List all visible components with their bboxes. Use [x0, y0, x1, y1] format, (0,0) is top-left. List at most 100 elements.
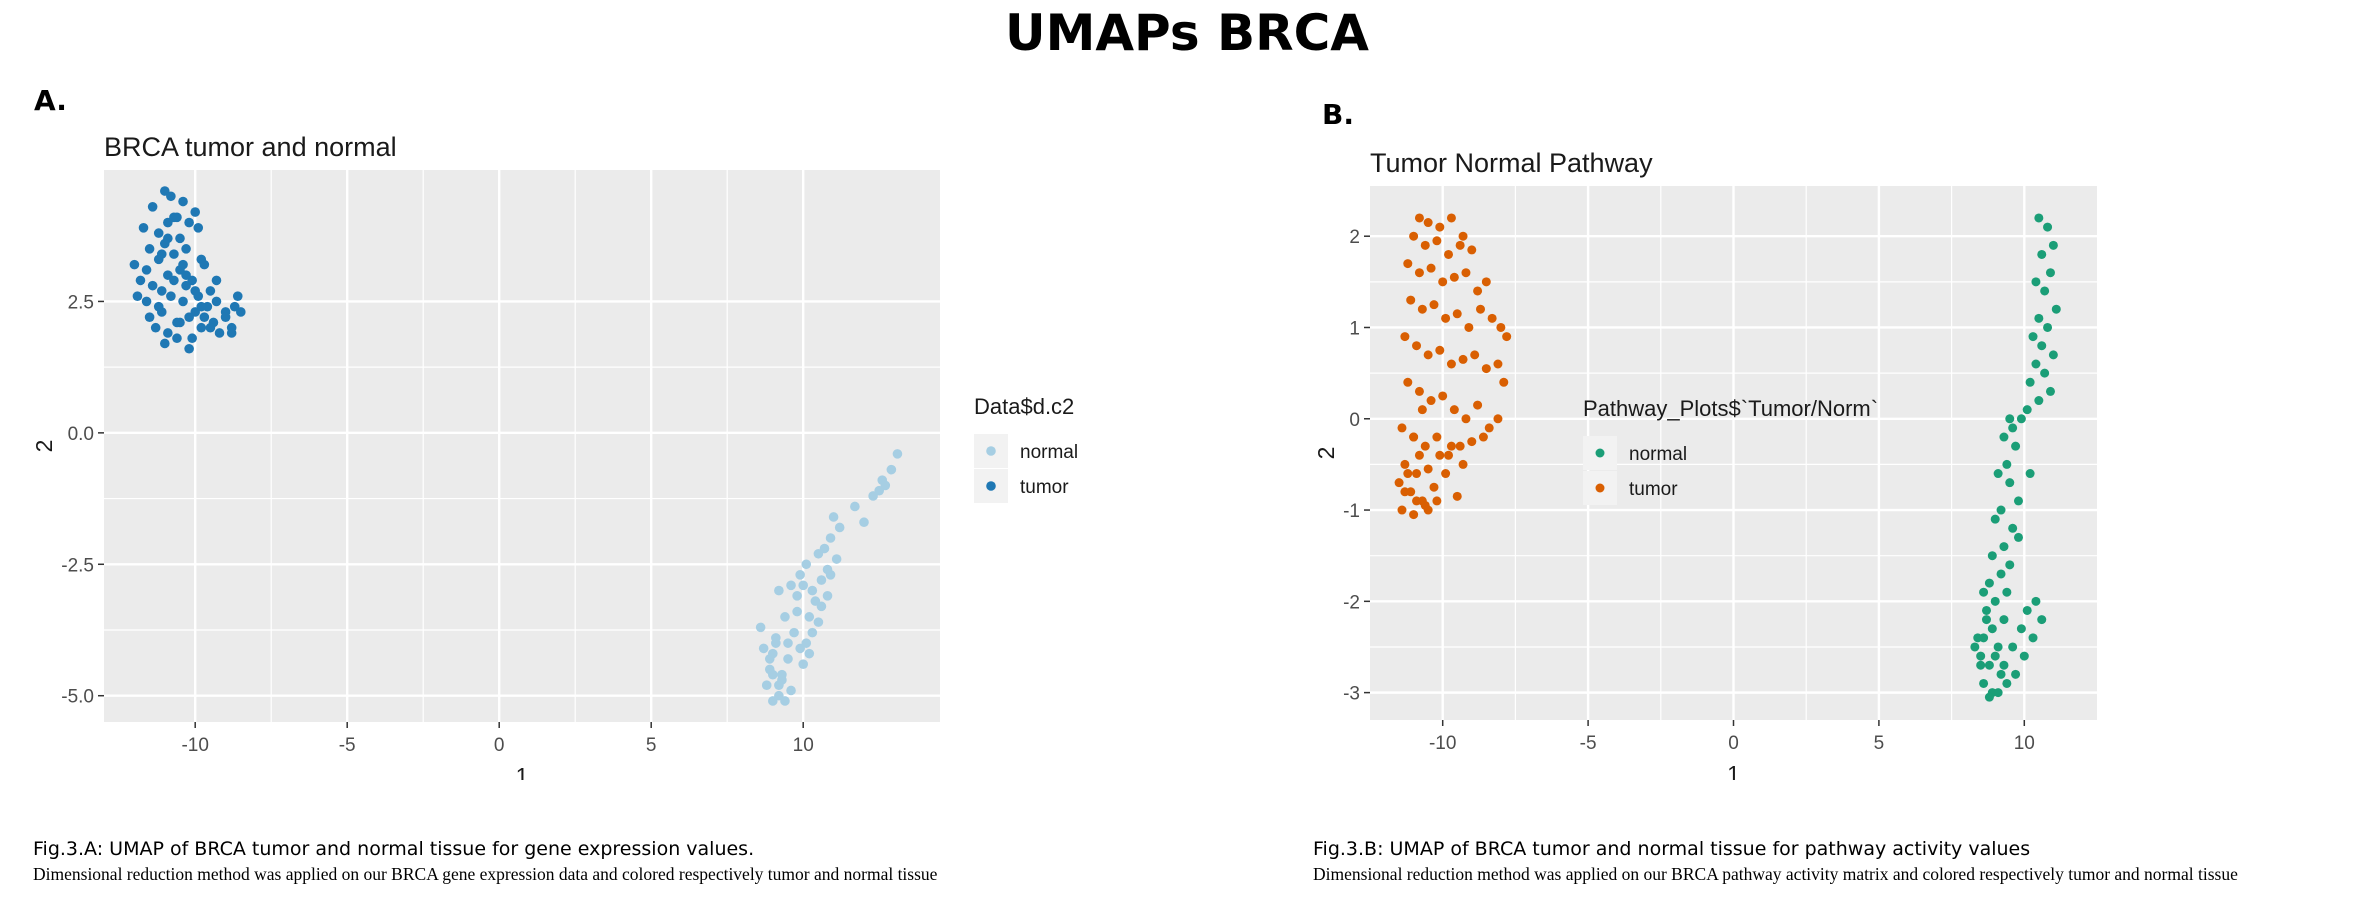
chart-b-point-normal [1979, 678, 1989, 688]
chart-b-point-tumor [1487, 313, 1497, 323]
chart-b-point-tumor [1467, 245, 1477, 255]
chart-a-point-normal [792, 606, 802, 617]
chart-a-point-normal [768, 669, 778, 680]
chart-b-point-tumor [1444, 249, 1454, 259]
umap-chart-pathway-activity: Tumor Normal Pathway-10 -5 0 5 10-3-2-101212… [1313, 148, 2097, 780]
caption-a-body: Dimensional reduction method was applied… [33, 864, 938, 884]
chart-b-point-normal [2034, 396, 2044, 406]
chart-b-y-tick-label: 1 [1349, 318, 1360, 339]
chart-b-point-normal [1984, 660, 1994, 670]
chart-a-point-tumor [193, 223, 204, 233]
chart-a-point-tumor [236, 307, 246, 317]
chart-a-point-tumor [181, 244, 191, 254]
chart-b-point-tumor [1423, 505, 1433, 515]
chart-a-point-tumor [156, 249, 167, 259]
chart-b-y-tick-label: 0 [1349, 410, 1360, 431]
chart-b-point-tumor [1473, 400, 1483, 410]
chart-a-x-tick-label: 0 [494, 735, 505, 756]
chart-b-x-tick-label: 5 [1874, 733, 1885, 754]
chart-b-point-tumor [1435, 222, 1445, 232]
chart-b-point-normal [2034, 313, 2044, 323]
chart-a-point-tumor [205, 286, 216, 296]
chart-b-point-normal [2037, 615, 2047, 625]
chart-a-point-tumor [141, 296, 152, 307]
chart-b-point-tumor [1412, 341, 1422, 351]
chart-b-legend-label-tumor: tumor [1629, 479, 1678, 500]
chart-b-point-normal [2028, 332, 2038, 342]
chart-a-point-normal [850, 501, 860, 512]
chart-b-point-tumor [1458, 354, 1468, 364]
chart-b-point-normal [1993, 642, 2003, 652]
chart-a-point-normal [807, 627, 818, 638]
chart-a-point-tumor [211, 275, 222, 286]
chart-b-point-tumor [1403, 377, 1413, 387]
chart-b-point-normal [2040, 286, 2050, 296]
chart-b-point-normal [1996, 569, 2006, 579]
chart-b-point-tumor [1446, 441, 1456, 451]
chart-b-point-normal [2028, 633, 2038, 643]
chart-a-legend-swatch-tumor [986, 481, 996, 491]
chart-a-point-tumor [178, 296, 188, 307]
chart-b-point-tumor [1467, 437, 1477, 447]
chart-b-point-tumor [1420, 240, 1430, 250]
chart-a-point-tumor [169, 249, 179, 259]
chart-b-point-tumor [1461, 268, 1471, 278]
caption-a-title: Fig.3.A: UMAP of BRCA tumor and normal t… [33, 838, 755, 860]
chart-a-x-tick-label: -10 [181, 735, 208, 756]
chart-b-point-normal [2040, 368, 2050, 378]
caption-b-title: Fig.3.B: UMAP of BRCA tumor and normal t… [1313, 838, 2031, 860]
chart-a-point-tumor [150, 322, 161, 333]
chart-b-point-tumor [1429, 300, 1439, 310]
chart-b-point-normal [2005, 478, 2015, 488]
chart-b-y-tick-label: -3 [1343, 684, 1360, 705]
chart-b-y-axis-label: 2 [1313, 447, 1339, 460]
chart-a-point-tumor [169, 275, 179, 286]
chart-a-y-axis-label: 2 [31, 440, 57, 453]
chart-a-point-normal [886, 464, 897, 475]
chart-b-point-tumor [1412, 496, 1422, 506]
chart-a-point-normal [798, 659, 808, 669]
chart-b-point-tumor [1409, 432, 1419, 442]
chart-a-point-normal [798, 580, 808, 591]
chart-a-point-tumor [211, 296, 222, 307]
figure-title: UMAPs BRCA [1005, 4, 1369, 62]
chart-a-x-axis-label: 1 [516, 763, 529, 780]
chart-a-x-tick-label: 10 [793, 735, 814, 756]
chart-b-point-normal [1999, 660, 2009, 670]
chart-b-point-normal [2034, 213, 2044, 223]
chart-b-point-tumor [1432, 496, 1442, 506]
chart-b-point-normal [2025, 469, 2035, 479]
chart-b-point-normal [2031, 359, 2041, 369]
chart-a-point-normal [783, 654, 793, 664]
chart-b-point-tumor [1394, 478, 1404, 488]
chart-b-x-tick-label: -5 [1580, 733, 1597, 754]
chart-b-point-normal [2043, 322, 2053, 332]
chart-a-point-tumor [184, 217, 194, 228]
chart-b-legend-title: Pathway_Plots$`Tumor/Norm` [1583, 396, 1878, 421]
chart-b-point-tumor [1499, 377, 1509, 387]
chart-b-point-tumor [1426, 396, 1436, 406]
chart-a-point-normal [795, 570, 805, 580]
chart-a-legend-swatch-normal [986, 446, 996, 456]
chart-b-point-tumor [1414, 268, 1424, 278]
chart-b-point-tumor [1478, 432, 1488, 442]
chart-a-point-normal [877, 475, 888, 485]
chart-a-point-tumor [153, 228, 164, 238]
chart-b-x-tick-label: 10 [2014, 733, 2035, 754]
chart-b-legend-swatch-tumor [1595, 483, 1605, 493]
chart-a-point-normal [807, 585, 818, 596]
chart-b-title: Tumor Normal Pathway [1370, 148, 1653, 178]
chart-a-point-normal [755, 622, 766, 633]
chart-b-point-normal [1970, 642, 1980, 652]
chart-b-point-normal [2002, 459, 2012, 469]
chart-a-point-tumor [199, 312, 210, 322]
chart-a-point-normal [771, 633, 781, 643]
chart-b-point-normal [2008, 423, 2018, 433]
chart-b-point-normal [2008, 523, 2018, 533]
chart-b-point-tumor [1400, 459, 1410, 469]
chart-a-point-tumor [129, 259, 140, 270]
chart-a-point-normal [834, 522, 845, 533]
chart-b-point-normal [1981, 605, 1991, 615]
umap-chart-gene-expression: BRCA tumor and normal -10 -5 0 5 10 -5.0 -2.5 0.… [31, 132, 1078, 780]
chart-a-point-tumor [141, 265, 152, 275]
